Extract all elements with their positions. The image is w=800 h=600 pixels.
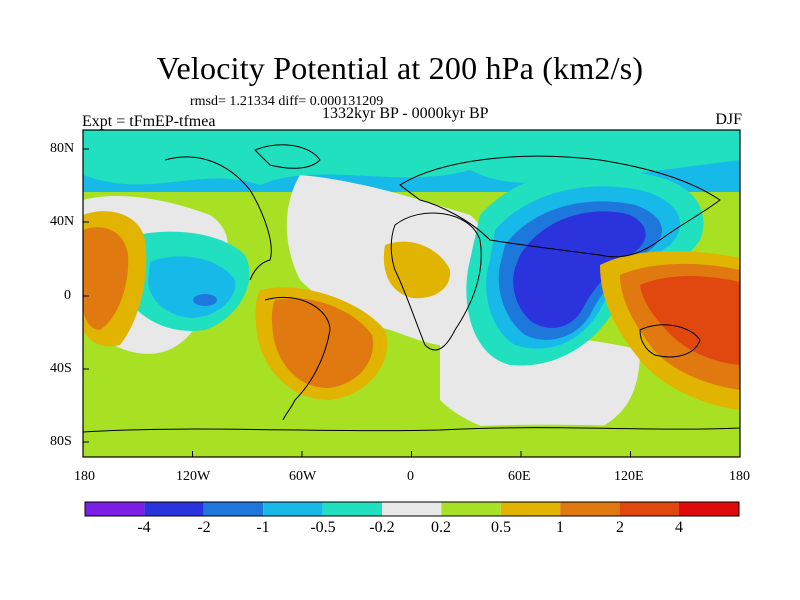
- colorbar-swatch: [441, 502, 501, 516]
- colorbar-label: 0.2: [431, 519, 451, 536]
- lat-tick-label: 40S: [50, 361, 72, 376]
- lon-tick-label: 0: [407, 469, 414, 484]
- colorbar-swatch: [619, 502, 679, 516]
- colorbar-swatch: [500, 502, 561, 516]
- colorbar-label: -1: [256, 519, 270, 536]
- colorbar-label: -4: [137, 519, 151, 536]
- lon-tick-label: 60W: [289, 469, 317, 484]
- west-pacific-orange: [83, 227, 129, 330]
- lon-tick-label: 180: [74, 469, 95, 484]
- map-title: Velocity Potential at 200 hPa (km2/s): [156, 50, 644, 86]
- colorbar-swatch: [322, 502, 382, 516]
- lat-tick-label: 0: [64, 288, 71, 303]
- colorbar-swatch: [382, 502, 442, 516]
- lat-tick-label: 80N: [50, 141, 75, 156]
- colorbar-label: 2: [616, 519, 624, 536]
- asia-deep-blue-core: [513, 211, 646, 328]
- experiment-label: Expt = tFmEP-tfmea: [82, 113, 216, 130]
- colorbar-label: -0.5: [310, 519, 336, 536]
- season-label: DJF: [715, 111, 742, 128]
- colorbar-label: 0.5: [491, 519, 511, 536]
- southern-white-zone: [440, 330, 640, 440]
- rmsd-diff-stats: rmsd= 1.21334 diff= 0.000131209: [190, 94, 384, 109]
- lon-tick-label: 180: [729, 469, 750, 484]
- colorbar-label: 4: [675, 519, 683, 536]
- axis-ticks: [82, 148, 741, 457]
- contour-field: [83, 130, 740, 457]
- pacific-blue-core: [193, 294, 217, 306]
- colorbar-swatch: [263, 502, 323, 516]
- east-pacific-red-core: [640, 276, 740, 365]
- colorbar-swatch: [560, 502, 620, 516]
- colorbar-swatch: [679, 502, 739, 516]
- lat-tick-label: 80S: [50, 434, 72, 449]
- colorbar-label: -0.2: [369, 519, 395, 536]
- period-label: 1332kyr BP - 0000kyr BP: [322, 105, 489, 122]
- antarctic-band: [83, 424, 740, 457]
- colorbar: [84, 501, 740, 517]
- coastlines: [83, 144, 740, 433]
- colorbar-label: -2: [197, 519, 211, 536]
- lon-tick-label: 120E: [614, 469, 644, 484]
- colorbar-swatch: [85, 502, 145, 516]
- lon-tick-label: 60E: [508, 469, 531, 484]
- south-atlantic-orange: [271, 298, 374, 388]
- colorbar-swatch: [144, 502, 204, 516]
- lat-tick-label: 40N: [50, 214, 75, 229]
- africa-gold: [383, 241, 451, 299]
- colorbar-swatch: [203, 502, 264, 516]
- colorbar-label: 1: [556, 519, 564, 536]
- lon-tick-label: 120W: [176, 469, 211, 484]
